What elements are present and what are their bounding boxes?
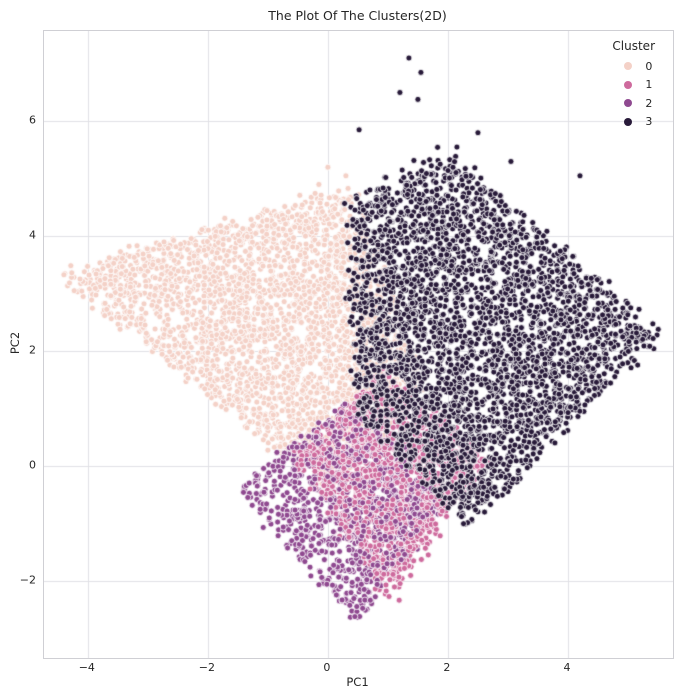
y-tick-label: −2 <box>19 573 36 587</box>
legend-items: 0 1 2 3 <box>612 57 655 131</box>
legend-marker-icon <box>624 62 633 71</box>
legend: Cluster 0 1 2 3 <box>608 37 659 133</box>
x-tick-label: 4 <box>563 661 571 674</box>
plot-area: Cluster 0 1 2 3 <box>43 30 674 659</box>
y-tick-label: 2 <box>29 343 36 357</box>
legend-title: Cluster <box>612 39 655 53</box>
x-axis-label: PC1 <box>346 675 369 689</box>
legend-item: 2 <box>612 94 655 113</box>
y-tick-label: 0 <box>29 458 36 472</box>
legend-marker-icon <box>624 117 633 126</box>
legend-item: 0 <box>612 57 655 76</box>
legend-item-label: 3 <box>645 115 653 129</box>
legend-item: 1 <box>612 76 655 95</box>
x-tick-label: −2 <box>198 661 215 674</box>
scatter-canvas <box>44 31 673 658</box>
legend-marker-icon <box>624 99 633 108</box>
legend-item-label: 0 <box>645 59 653 73</box>
chart-title: The Plot Of The Clusters(2D) <box>268 8 447 23</box>
x-tick-label: 0 <box>323 661 331 674</box>
legend-item-label: 2 <box>645 96 653 110</box>
legend-item: 3 <box>612 113 655 132</box>
legend-marker-icon <box>624 80 633 89</box>
x-tick-label: 2 <box>443 661 451 674</box>
y-tick-label: 4 <box>29 228 36 242</box>
legend-item-label: 1 <box>645 78 653 92</box>
x-tick-label: −4 <box>78 661 95 674</box>
y-tick-label: 6 <box>29 113 36 127</box>
